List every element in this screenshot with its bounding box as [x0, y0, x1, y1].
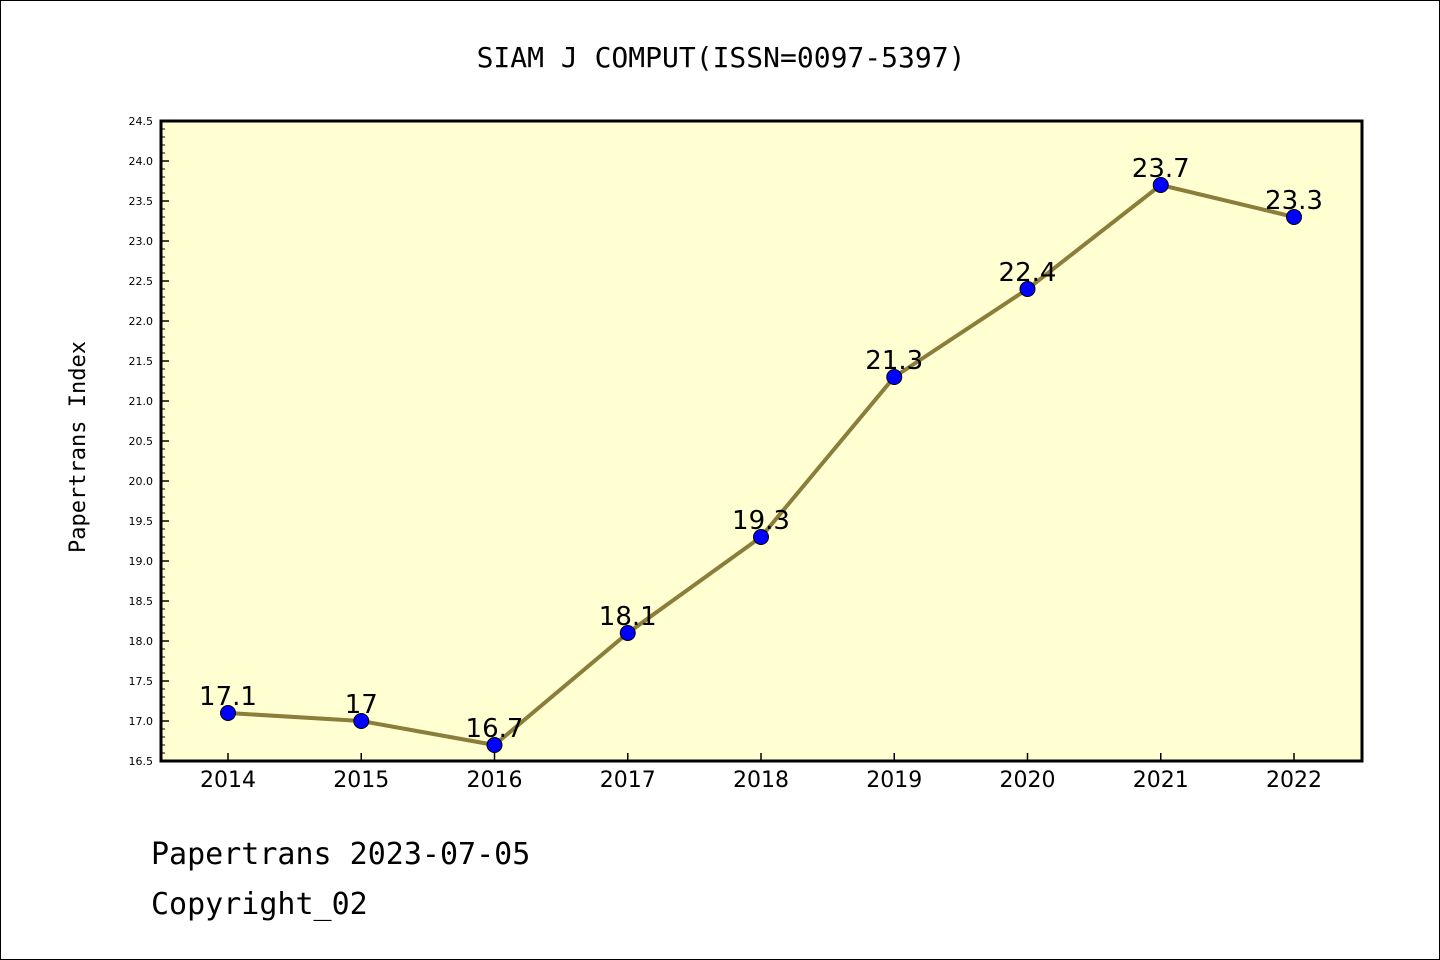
x-tick-label: 2021: [1133, 768, 1189, 793]
x-tick-label: 2019: [866, 768, 922, 793]
y-tick-label: 19.5: [129, 515, 154, 528]
data-point-marker: [886, 369, 903, 385]
x-axis: 2014 2015 2016 2017 2018 2019 2020 2021 2022: [200, 753, 1322, 793]
y-tick-label: 24.0: [129, 155, 154, 168]
x-tick-label: 2022: [1266, 768, 1322, 793]
data-label-group: 17.1 17 16.7 18.1 19.3 21.3 22.4 23.7 23.3: [199, 154, 1323, 744]
data-point-marker: [353, 713, 370, 729]
data-point-marker: [220, 705, 236, 721]
data-point-marker: [1019, 281, 1036, 297]
x-tick-label: 2018: [733, 768, 789, 793]
y-tick-label: 21.5: [129, 355, 154, 368]
plot-frame: [159, 119, 1364, 763]
data-label: 18.1: [599, 602, 657, 632]
y-tick-label: 17.0: [129, 715, 154, 728]
y-tick-label: 20.0: [129, 475, 154, 488]
footer-copyright: Copyright_02: [151, 887, 368, 922]
y-tick-label: 21.0: [129, 395, 154, 408]
y-tick-label: 22.0: [129, 315, 154, 328]
y-tick-label: 16.5: [129, 755, 154, 768]
y-tick-label: 22.5: [129, 275, 154, 288]
y-tick-label: 19.0: [129, 555, 154, 568]
data-label: 17: [345, 690, 378, 720]
data-point-marker: [1286, 209, 1302, 225]
y-axis-label: Papertrans Index: [66, 341, 91, 553]
data-point-marker: [486, 737, 503, 753]
data-label: 19.3: [732, 506, 790, 536]
x-tick-label: 2016: [467, 768, 523, 793]
data-point-marker: [619, 625, 636, 641]
data-point-marker: [1152, 177, 1169, 193]
plot-area: [161, 121, 1362, 761]
footer-date: Papertrans 2023-07-05: [151, 837, 531, 872]
y-tick-label: 20.5: [129, 435, 154, 448]
data-label: 21.3: [865, 346, 923, 376]
data-label: 17.1: [199, 682, 257, 712]
data-label: 22.4: [999, 258, 1057, 288]
data-label: 23.7: [1132, 154, 1190, 184]
y-tick-label: 18.0: [129, 635, 154, 648]
data-point-marker: [753, 529, 769, 545]
x-tick-label: 2015: [333, 768, 389, 793]
y-tick-label: 17.5: [129, 675, 154, 688]
y-tick-label: 24.5: [129, 115, 154, 128]
x-tick-label: 2020: [1000, 768, 1056, 793]
y-tick-label: 23.0: [129, 235, 154, 248]
chart-title: SIAM J COMPUT(ISSN=0097-5397): [477, 41, 966, 74]
x-tick-label: 2014: [200, 768, 256, 793]
data-label: 16.7: [466, 714, 524, 744]
data-label: 23.3: [1265, 186, 1323, 216]
y-tick-label: 23.5: [129, 195, 154, 208]
y-tick-label: 18.5: [129, 595, 154, 608]
marker-group: [220, 177, 1302, 753]
x-tick-label: 2017: [600, 768, 656, 793]
